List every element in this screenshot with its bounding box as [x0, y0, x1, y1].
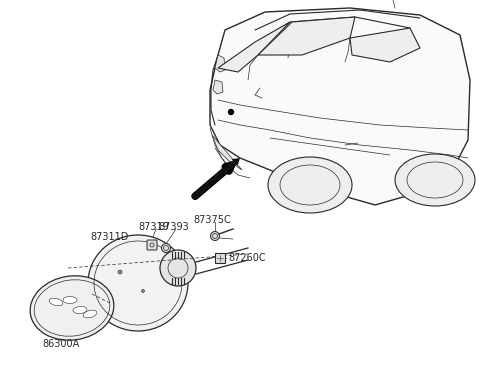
Polygon shape	[350, 28, 420, 62]
Ellipse shape	[160, 250, 196, 286]
FancyBboxPatch shape	[215, 253, 225, 263]
Polygon shape	[212, 135, 242, 170]
Ellipse shape	[211, 232, 219, 240]
Text: 87260C: 87260C	[228, 253, 265, 263]
Text: 87393: 87393	[158, 222, 189, 232]
Circle shape	[228, 110, 233, 114]
Ellipse shape	[268, 157, 352, 213]
Text: 87319: 87319	[138, 222, 169, 232]
FancyBboxPatch shape	[147, 240, 157, 250]
Ellipse shape	[73, 306, 87, 313]
Text: 86300A: 86300A	[42, 339, 79, 349]
Ellipse shape	[63, 297, 77, 303]
Polygon shape	[215, 55, 225, 72]
Ellipse shape	[395, 154, 475, 206]
Ellipse shape	[83, 310, 97, 318]
Polygon shape	[210, 8, 470, 205]
Ellipse shape	[88, 235, 188, 331]
FancyArrow shape	[191, 158, 240, 200]
Ellipse shape	[161, 243, 170, 252]
Ellipse shape	[30, 276, 114, 340]
Text: 87311D: 87311D	[90, 232, 128, 242]
Ellipse shape	[49, 298, 63, 306]
Text: 87375C: 87375C	[193, 215, 231, 225]
Polygon shape	[213, 80, 223, 94]
Circle shape	[118, 270, 122, 274]
Circle shape	[142, 289, 144, 292]
Polygon shape	[258, 17, 355, 55]
Polygon shape	[218, 22, 290, 72]
